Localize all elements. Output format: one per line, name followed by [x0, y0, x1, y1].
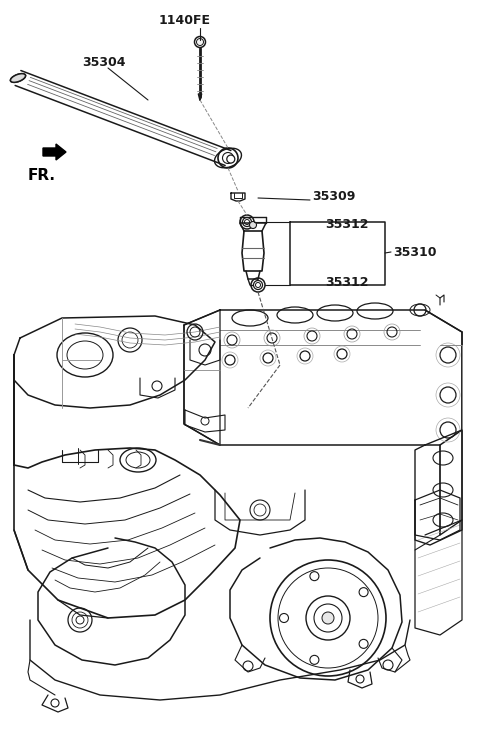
Text: 35304: 35304	[82, 56, 125, 68]
Text: 35312: 35312	[325, 276, 369, 288]
Text: 35310: 35310	[393, 246, 436, 258]
Circle shape	[242, 218, 252, 227]
Text: 1140FE: 1140FE	[159, 14, 211, 26]
Text: 35309: 35309	[312, 189, 355, 203]
Text: FR.: FR.	[28, 168, 56, 183]
Circle shape	[253, 281, 263, 289]
Text: 35312: 35312	[325, 218, 369, 231]
Ellipse shape	[11, 74, 25, 83]
Ellipse shape	[227, 155, 235, 163]
Ellipse shape	[196, 38, 204, 46]
Circle shape	[322, 612, 334, 624]
Polygon shape	[43, 144, 66, 160]
Circle shape	[250, 222, 256, 228]
